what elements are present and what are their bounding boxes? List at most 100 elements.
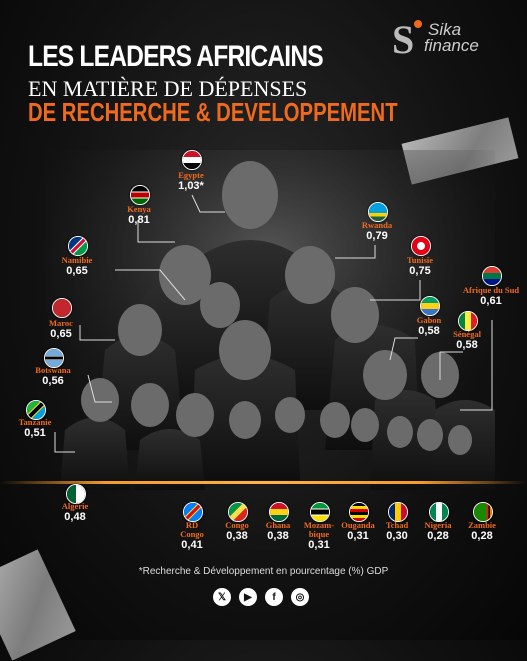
logo-text-finance: finance <box>424 36 479 55</box>
label-congo: Congo 0,38 <box>202 521 272 543</box>
leaders-group-photo <box>45 150 495 490</box>
value-gabon: 0,58 <box>418 325 440 337</box>
flag-kenya-icon <box>130 185 150 205</box>
connector-namibie <box>115 269 186 301</box>
logo-dot <box>414 20 422 28</box>
label-tchad: Tchad 0,30 <box>362 521 432 543</box>
flag-gabon-icon <box>420 296 440 316</box>
connector-egypte <box>191 194 225 213</box>
flag-afrique-du-sud-icon <box>482 266 502 286</box>
country-name-afrique-du-sud: Afrique du Sud <box>462 285 520 295</box>
value-egypte: 1,03* <box>178 180 204 192</box>
country-name-tunisie: Tunisie <box>406 255 434 265</box>
country-name-nigeria: Nigeria <box>424 520 452 530</box>
label-tanzanie: Tanzanie 0,51 <box>0 418 70 440</box>
country-name-botswana: Botswana <box>35 365 71 375</box>
value-zambie: 0,28 <box>471 530 493 542</box>
country-name-mozambique: Mozam-bique <box>303 520 335 539</box>
value-mozambique: 0,31 <box>308 539 330 551</box>
flag-zambie-icon <box>473 502 493 522</box>
country-name-maroc: Maroc <box>49 318 73 328</box>
logo-mark: S <box>392 17 415 62</box>
value-rwanda: 0,79 <box>366 230 388 242</box>
label-senegal: Sénégal 0,58 <box>432 330 502 352</box>
country-name-egypte: Egypte <box>178 170 204 180</box>
flag-tchad-icon <box>388 502 408 522</box>
flag-algerie-icon <box>66 484 86 504</box>
connector-rwanda <box>335 245 376 259</box>
connector-lines <box>54 194 493 453</box>
connector-afrique-du-sud <box>460 320 493 411</box>
country-name-senegal: Sénégal <box>453 329 481 339</box>
value-ghana: 0,38 <box>267 530 289 542</box>
connector-tunisie <box>370 280 421 301</box>
flag-mozambique-icon <box>310 502 330 522</box>
orange-divider <box>0 481 527 484</box>
value-tunisie: 0,75 <box>409 265 431 277</box>
title-line-1: LES LEADERS AFRICAINS <box>28 40 324 73</box>
flag-maroc-icon <box>52 298 72 318</box>
label-mozambique: Mozam-bique 0,31 <box>284 521 354 552</box>
label-tunisie: Tunisie 0,75 <box>385 256 455 278</box>
flag-ouganda-icon <box>349 502 369 522</box>
title-line-3: DE RECHERCHE & DEVELOPPEMENT <box>28 97 398 127</box>
instagram-icon[interactable]: ◎ <box>291 588 309 606</box>
flag-namibie-icon <box>68 236 88 256</box>
label-kenya: Kenya 0,81 <box>104 205 174 227</box>
label-namibie: Namibie 0,65 <box>42 256 112 278</box>
label-egypte: Egypte 1,03* <box>156 171 226 193</box>
flag-ghana-icon <box>269 502 289 522</box>
sika-finance-logo: S Sika finance <box>392 17 512 62</box>
country-name-tchad: Tchad <box>385 520 409 530</box>
value-tanzanie: 0,51 <box>24 427 46 439</box>
country-name-congo: Congo <box>225 520 249 530</box>
country-name-kenya: Kenya <box>127 204 151 214</box>
facebook-icon[interactable]: f <box>265 588 283 606</box>
value-rd-congo: 0,41 <box>181 539 203 551</box>
social-links: 𝕏 ▶ f ◎ <box>213 588 309 606</box>
youtube-icon[interactable]: ▶ <box>239 588 257 606</box>
label-maroc: Maroc 0,65 <box>26 319 96 341</box>
flag-congo-icon <box>228 502 248 522</box>
label-ouganda: Ouganda 0,31 <box>323 521 393 543</box>
value-nigeria: 0,28 <box>427 530 449 542</box>
value-afrique-du-sud: 0,61 <box>480 295 502 307</box>
flag-botswana-icon <box>44 348 64 368</box>
x-icon[interactable]: 𝕏 <box>213 588 231 606</box>
flag-egypte-icon <box>182 150 202 170</box>
country-name-ouganda: Ouganda <box>341 520 375 530</box>
country-name-rwanda: Rwanda <box>361 220 393 230</box>
value-maroc: 0,65 <box>50 328 72 340</box>
connector-kenya <box>137 220 175 243</box>
connector-tanzanie <box>54 432 75 453</box>
label-nigeria: Nigeria 0,28 <box>403 521 473 543</box>
country-name-zambie: Zambie <box>468 520 496 530</box>
flag-tanzanie-icon <box>26 400 46 420</box>
value-tchad: 0,30 <box>386 530 408 542</box>
label-zambie: Zambie 0,28 <box>447 521 517 543</box>
value-kenya: 0,81 <box>128 214 150 226</box>
country-name-tanzanie: Tanzanie <box>18 417 52 427</box>
flag-rd-congo-icon <box>183 502 203 522</box>
value-botswana: 0,56 <box>42 375 64 387</box>
label-rwanda: Rwanda 0,79 <box>342 221 412 243</box>
label-rd-congo: RD Congo 0,41 <box>157 521 227 552</box>
value-namibie: 0,65 <box>66 265 88 277</box>
value-ouganda: 0,31 <box>347 530 369 542</box>
connector-gabon <box>389 337 418 361</box>
label-ghana: Ghana 0,38 <box>243 521 313 543</box>
value-algerie: 0,48 <box>64 511 86 523</box>
value-congo: 0,38 <box>226 530 248 542</box>
flag-rwanda-icon <box>368 202 388 222</box>
country-name-rd-congo: RD Congo <box>180 520 204 539</box>
country-name-namibie: Namibie <box>61 255 93 265</box>
connector-botswana <box>87 374 112 403</box>
label-gabon: Gabon 0,58 <box>394 316 464 338</box>
connector-senegal <box>439 351 463 380</box>
label-algerie: Algérie 0,48 <box>40 502 110 524</box>
value-senegal: 0,58 <box>456 339 478 351</box>
flag-nigeria-icon <box>429 502 449 522</box>
label-afrique-du-sud: Afrique du Sud 0,61 <box>456 286 526 308</box>
footnote: *Recherche & Développement en pourcentag… <box>138 566 389 577</box>
flag-tunisie-icon <box>411 236 431 256</box>
